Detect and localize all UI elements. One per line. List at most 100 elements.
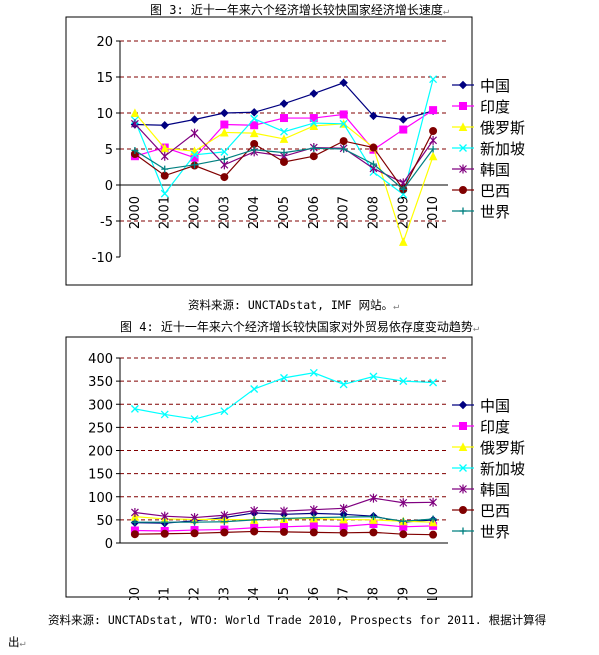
chart2-title: 图 4: 近十一年来六个经济增长较快国家对外贸易依存度变动趋势↵ xyxy=(120,320,479,334)
x-tick-label: 2009 xyxy=(396,196,411,229)
y-tick-label: 0 xyxy=(105,537,113,552)
y-tick-label: 15 xyxy=(96,71,113,86)
data-point xyxy=(220,127,229,137)
data-point xyxy=(339,528,348,537)
data-point xyxy=(429,135,438,145)
data-point xyxy=(220,518,228,526)
data-point xyxy=(220,173,229,182)
data-point xyxy=(130,507,139,517)
data-point xyxy=(399,517,407,525)
data-point xyxy=(280,514,288,522)
data-point xyxy=(398,237,408,246)
x-tick-label: 2003 xyxy=(217,196,232,229)
data-point xyxy=(369,160,377,168)
y-tick-label: 250 xyxy=(88,421,113,436)
data-point xyxy=(130,119,139,129)
legend-label: 印度 xyxy=(480,98,510,116)
data-point xyxy=(340,145,348,153)
x-tick-label: 2005 xyxy=(277,196,292,229)
legend-marker xyxy=(459,527,467,535)
legend-label: 巴西 xyxy=(480,502,510,520)
x-tick-label: 2006 xyxy=(307,196,322,229)
data-point xyxy=(250,527,259,536)
data-point xyxy=(160,121,169,130)
legend-marker xyxy=(458,400,468,410)
data-point xyxy=(190,415,199,424)
data-point xyxy=(220,155,228,163)
data-point xyxy=(310,144,318,152)
data-point xyxy=(309,505,318,515)
x-tick-label: 2002 xyxy=(188,196,203,229)
data-point xyxy=(131,518,139,526)
data-point xyxy=(310,514,318,522)
data-point xyxy=(369,372,378,381)
data-point xyxy=(190,128,199,138)
data-point xyxy=(250,506,259,516)
legend-marker xyxy=(459,484,467,494)
chart-frame xyxy=(65,336,473,598)
data-point xyxy=(340,513,348,521)
data-point xyxy=(309,368,318,377)
data-point xyxy=(191,161,199,169)
data-point xyxy=(280,373,288,382)
data-point xyxy=(429,75,438,84)
data-point xyxy=(369,493,378,503)
x-tick-label: 2005 xyxy=(277,587,292,600)
data-point xyxy=(190,150,199,159)
data-point xyxy=(249,128,259,138)
y-tick-label: 10 xyxy=(96,107,113,122)
x-tick-label: 2006 xyxy=(307,587,322,600)
data-point xyxy=(131,146,139,154)
legend-marker xyxy=(459,164,467,174)
y-tick-label: 400 xyxy=(88,352,113,367)
data-point xyxy=(339,110,348,119)
data-point xyxy=(130,404,139,413)
data-point xyxy=(280,506,288,516)
data-point xyxy=(339,78,348,87)
data-point xyxy=(160,189,169,198)
legend-marker xyxy=(459,102,467,110)
legend-marker xyxy=(458,122,468,131)
y-tick-label: -10 xyxy=(92,251,113,266)
legend-marker xyxy=(459,186,467,194)
data-point xyxy=(220,108,229,118)
data-point xyxy=(191,518,199,526)
data-point xyxy=(161,165,169,173)
data-point xyxy=(130,530,139,539)
chart2-svg: 0 50 100 150 200 250 300 350 400 2000 2001 2002 2003… xyxy=(65,336,525,600)
chart2-source-line1: 资料来源: UNCTADstat, WTO: World Trade 2010,… xyxy=(48,613,547,627)
data-point xyxy=(160,151,169,161)
data-point xyxy=(429,127,438,135)
y-tick-label: 20 xyxy=(96,35,113,50)
data-point xyxy=(190,529,199,538)
data-point xyxy=(429,497,438,507)
y-tick-label: 350 xyxy=(88,375,113,390)
data-point xyxy=(369,111,378,121)
x-tick-label: 2009 xyxy=(396,587,411,600)
x-tick-label: 2007 xyxy=(337,196,352,229)
data-point xyxy=(280,157,288,166)
data-point xyxy=(220,147,229,156)
legend-label: 俄罗斯 xyxy=(480,119,525,137)
data-point xyxy=(309,152,318,161)
data-point xyxy=(309,89,319,98)
data-point xyxy=(160,529,169,538)
data-point xyxy=(309,119,318,128)
data-point xyxy=(280,127,288,136)
legend-label: 印度 xyxy=(480,418,510,436)
data-point xyxy=(309,121,319,130)
x-tick-label: 2004 xyxy=(247,587,262,600)
y-tick-label: 50 xyxy=(96,514,113,529)
data-point xyxy=(309,528,318,537)
y-tick-label: 150 xyxy=(88,468,113,483)
legend-label: 新加坡 xyxy=(480,460,525,478)
legend-label: 世界 xyxy=(480,203,510,221)
x-tick-label: 2007 xyxy=(337,587,352,600)
x-tick-label: 2000 xyxy=(128,196,143,229)
data-point xyxy=(399,185,407,193)
data-point xyxy=(160,171,169,180)
legend-label: 俄罗斯 xyxy=(480,439,525,457)
data-point xyxy=(309,521,318,530)
data-point xyxy=(429,106,438,115)
data-point xyxy=(280,527,288,536)
